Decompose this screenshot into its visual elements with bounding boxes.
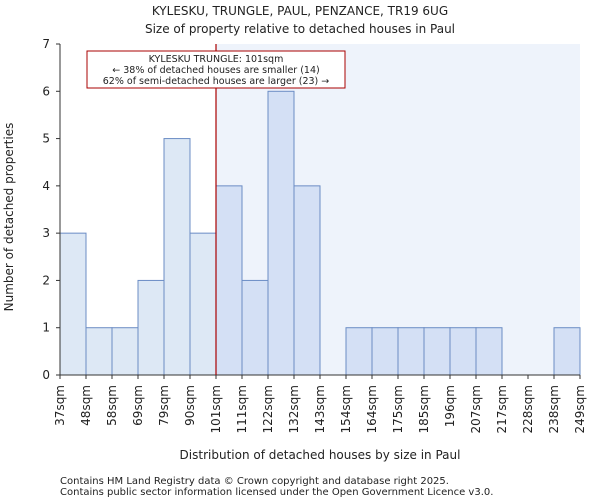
x-tick-label: 228sqm bbox=[521, 385, 535, 433]
bar-185sqm bbox=[423, 327, 451, 376]
x-tick-label: 175sqm bbox=[391, 385, 405, 433]
chart-subtitle: Size of property relative to detached ho… bbox=[145, 22, 455, 36]
x-tick-label: 101sqm bbox=[209, 385, 223, 433]
x-tick-label: 79sqm bbox=[157, 385, 171, 426]
y-tick-label: 3 bbox=[42, 226, 50, 240]
bar-132sqm bbox=[293, 185, 321, 376]
bar-111sqm bbox=[241, 279, 269, 376]
annotation-line-1: KYLESKU TRUNGLE: 101sqm bbox=[149, 54, 284, 65]
x-tick-label: 164sqm bbox=[365, 385, 379, 433]
x-tick-label: 143sqm bbox=[313, 385, 327, 433]
x-tick-label: 90sqm bbox=[183, 385, 197, 426]
x-tick-label: 207sqm bbox=[469, 385, 483, 433]
y-tick-label: 0 bbox=[42, 368, 50, 382]
x-tick-label: 69sqm bbox=[131, 385, 145, 426]
bar-48sqm bbox=[85, 327, 113, 376]
x-tick-label: 58sqm bbox=[105, 385, 119, 426]
y-tick-label: 6 bbox=[42, 84, 50, 98]
y-tick-label: 1 bbox=[42, 321, 50, 335]
bar-58sqm bbox=[111, 327, 139, 376]
y-tick-label: 4 bbox=[42, 179, 50, 193]
chart-title: KYLESKU, TRUNGLE, PAUL, PENZANCE, TR19 6… bbox=[152, 4, 448, 18]
annotation-box bbox=[86, 50, 346, 89]
x-tick-label: 122sqm bbox=[261, 385, 275, 433]
y-tick-label: 5 bbox=[42, 132, 50, 146]
bar-164sqm bbox=[371, 327, 399, 376]
bar-196qm bbox=[449, 327, 477, 376]
bar-154sqm bbox=[345, 327, 373, 376]
x-tick-label: 154sqm bbox=[339, 385, 353, 433]
annotation-line-3: 62% of semi-detached houses are larger (… bbox=[103, 76, 330, 87]
bar-175sqm bbox=[397, 327, 425, 376]
x-tick-label: 238sqm bbox=[547, 385, 561, 433]
annotation-line-2: ← 38% of detached houses are smaller (14… bbox=[112, 65, 319, 76]
plot-area: 0 1 2 3 4 5 6 7 37sqm 48sqm 58sqm 69sqm 79sqm 90sqm 10… bbox=[42, 37, 587, 433]
x-tick-label: 132sqm bbox=[287, 385, 301, 433]
bar-37sqm bbox=[59, 232, 87, 376]
bar-122sqm bbox=[267, 90, 295, 376]
x-axis-label: Distribution of detached houses by size … bbox=[180, 448, 461, 462]
x-tick-label: 249sqm bbox=[573, 385, 587, 433]
y-tick-label: 2 bbox=[42, 273, 50, 287]
footer-line-1: Contains HM Land Registry data © Crown c… bbox=[60, 476, 449, 487]
y-tick-label: 7 bbox=[42, 37, 50, 51]
x-tick-label: 37sqm bbox=[53, 385, 67, 426]
footer-line-2: Contains public sector information licen… bbox=[60, 487, 493, 498]
y-axis-label: Number of detached properties bbox=[2, 123, 16, 312]
x-tick-label: 111sqm bbox=[235, 385, 249, 433]
bar-101sqm bbox=[215, 185, 243, 376]
x-tick-label: 217sqm bbox=[495, 385, 509, 433]
bar-207sqm bbox=[475, 327, 503, 376]
x-tick-label: 185sqm bbox=[417, 385, 431, 433]
bar-90sqm bbox=[189, 232, 217, 376]
x-tick-label: 48sqm bbox=[79, 385, 93, 426]
bar-238sqm bbox=[553, 327, 581, 376]
bar-79sqm bbox=[163, 138, 191, 376]
bar-69sqm bbox=[137, 279, 165, 376]
x-tick-label: 196qm bbox=[443, 385, 457, 427]
